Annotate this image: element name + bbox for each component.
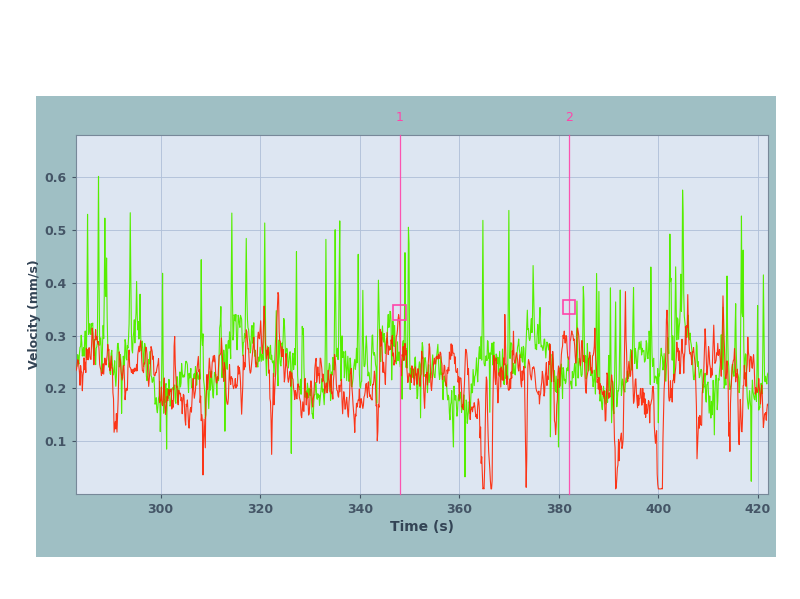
- Text: 1: 1: [396, 111, 403, 124]
- Text: 2: 2: [565, 111, 573, 124]
- Y-axis label: Velocity (mm/s): Velocity (mm/s): [27, 259, 41, 370]
- X-axis label: Time (s): Time (s): [390, 521, 454, 534]
- Bar: [562, 300, 575, 314]
- Bar: [394, 305, 406, 320]
